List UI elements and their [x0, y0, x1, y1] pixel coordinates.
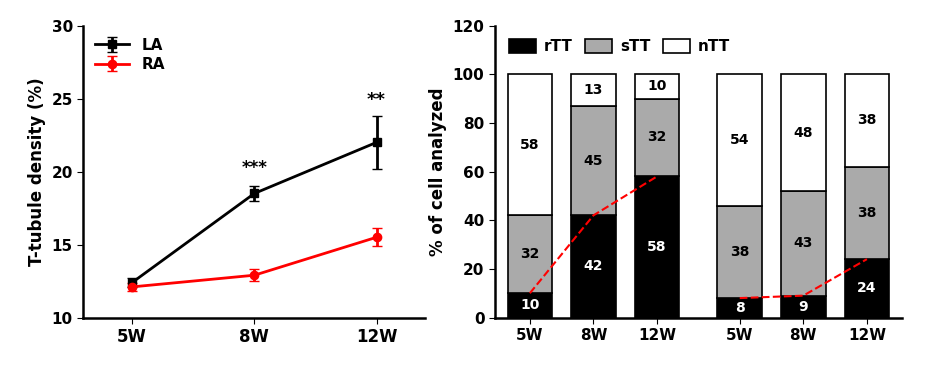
- Bar: [572, 106, 616, 215]
- Text: 38: 38: [730, 245, 749, 259]
- Bar: [635, 99, 679, 176]
- Bar: [718, 74, 762, 205]
- Text: 38: 38: [857, 114, 877, 127]
- Bar: [845, 259, 889, 318]
- Bar: [781, 74, 826, 191]
- Text: 58: 58: [520, 138, 539, 152]
- Text: 45: 45: [584, 154, 603, 168]
- Text: 32: 32: [648, 130, 667, 145]
- Text: ***: ***: [241, 160, 267, 177]
- Text: **: **: [367, 91, 386, 109]
- Bar: [572, 215, 616, 318]
- Text: 8: 8: [734, 301, 745, 315]
- Legend: LA, RA: LA, RA: [91, 33, 169, 77]
- Text: 43: 43: [794, 236, 813, 250]
- Bar: [572, 74, 616, 106]
- Y-axis label: % of cell analyzed: % of cell analyzed: [429, 87, 447, 256]
- Text: 10: 10: [520, 298, 539, 312]
- Bar: [635, 176, 679, 318]
- Text: 48: 48: [794, 126, 813, 140]
- Y-axis label: T-tubule density (%): T-tubule density (%): [28, 77, 46, 266]
- Text: 38: 38: [857, 206, 877, 220]
- Bar: [781, 296, 826, 318]
- Text: 24: 24: [857, 281, 877, 295]
- Bar: [845, 74, 889, 167]
- Bar: [718, 298, 762, 318]
- Text: 10: 10: [648, 79, 667, 93]
- Text: 32: 32: [520, 247, 539, 261]
- Bar: [718, 205, 762, 298]
- Bar: [508, 74, 552, 215]
- Bar: [508, 215, 552, 293]
- Legend: rTT, sTT, nTT: rTT, sTT, nTT: [502, 33, 736, 61]
- Bar: [508, 293, 552, 318]
- Text: 13: 13: [584, 83, 603, 97]
- Text: 58: 58: [648, 240, 667, 254]
- Bar: [781, 191, 826, 296]
- Text: 9: 9: [798, 300, 808, 314]
- Text: 54: 54: [730, 133, 749, 147]
- Bar: [845, 167, 889, 259]
- Bar: [635, 74, 679, 99]
- Text: 42: 42: [584, 260, 603, 273]
